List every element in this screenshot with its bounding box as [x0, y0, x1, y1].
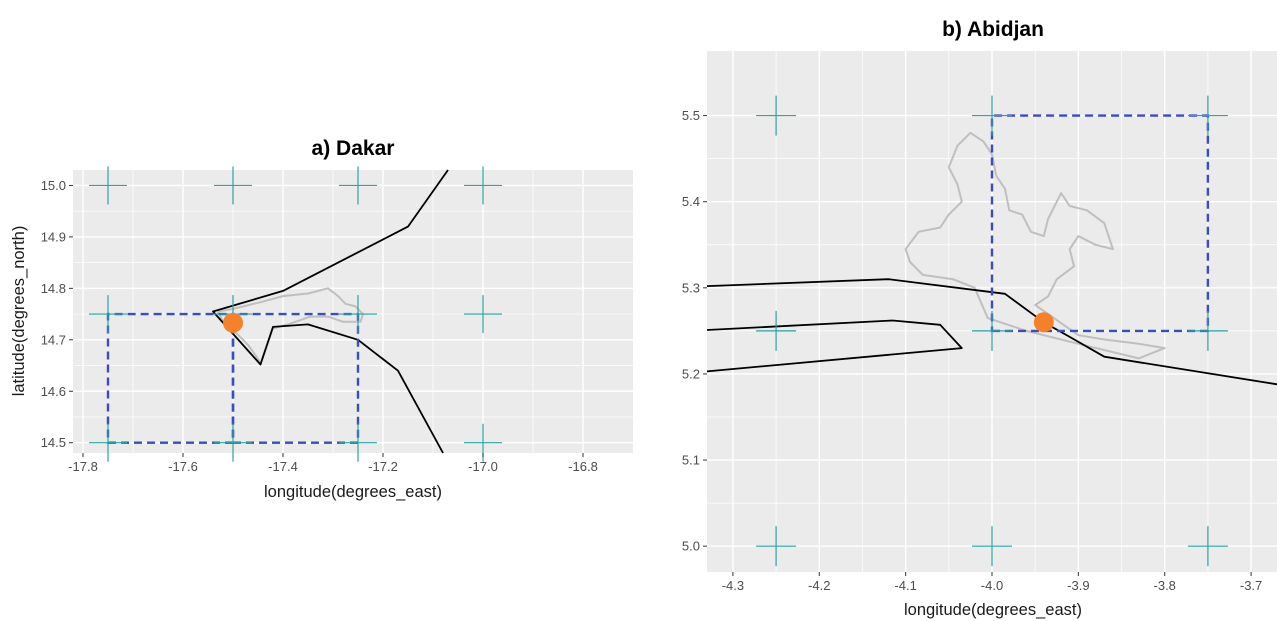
grid-point-cross: [972, 95, 1012, 136]
y-tick-label: 5.1: [682, 453, 700, 468]
grid-point-cross: [214, 166, 252, 205]
x-tick-label: -17.0: [468, 459, 498, 474]
x-axis-label: longitude(degrees_east): [904, 601, 1082, 619]
x-tick-label: -4.3: [722, 578, 744, 593]
grid-point-cross: [339, 423, 377, 462]
y-tick-label: 14.7: [41, 332, 66, 347]
city-outline: [904, 131, 1166, 360]
panel-title: b) Abidjan: [942, 18, 1044, 41]
y-tick-label: 15.0: [41, 178, 66, 193]
city-outline: [217, 287, 364, 364]
y-tick-label: 14.8: [41, 281, 66, 296]
x-tick-label: -3.9: [1067, 578, 1089, 593]
grid-point-cross: [89, 295, 127, 334]
y-tick-label: 5.3: [682, 280, 700, 295]
grid-point-cross: [756, 526, 797, 567]
city-point: [1033, 312, 1054, 333]
y-tick-label: 5.5: [682, 108, 700, 123]
grid-point-cross: [972, 526, 1012, 567]
city-point: [223, 312, 243, 333]
y-tick-label: 5.0: [682, 539, 700, 554]
x-tick-label: -4.0: [981, 578, 1003, 593]
y-tick-label: 5.4: [682, 194, 700, 209]
coastline: [706, 319, 963, 373]
panel-title: a) Dakar: [312, 137, 395, 160]
grid-point-cross: [89, 423, 127, 462]
grid-point-cross: [1187, 526, 1228, 567]
x-tick-label: -4.1: [894, 578, 916, 593]
grid-point-cross: [1187, 310, 1228, 351]
grid-point-cross: [464, 295, 502, 334]
x-axis-label: longitude(degrees_east): [264, 483, 442, 501]
x-tick-label: -17.2: [368, 459, 398, 474]
x-tick-label: -17.8: [68, 459, 98, 474]
y-tick-label: 14.6: [41, 384, 66, 399]
grid-point-cross: [972, 310, 1012, 351]
grid-point-cross: [464, 166, 502, 205]
grid-point-cross: [339, 166, 377, 205]
y-axis-label: latitude(degrees_north): [10, 226, 28, 397]
y-tick-label: 5.2: [682, 366, 700, 381]
y-tick-label: 14.9: [41, 229, 66, 244]
x-tick-label: -3.7: [1240, 578, 1262, 593]
grid-point-cross: [756, 310, 797, 351]
panel-abidjan: b) Abidjan -4.3 -4.2 -4.1 -4.0 -3.9 -3.8 -3.7 …: [682, 18, 1277, 619]
panel-dakar: a) Dakar -17.8 -17.6 -17.4 -17.2 -17.0 -16.8 …: [10, 137, 633, 501]
grid-point-cross: [756, 95, 797, 136]
grid-point-cross: [214, 423, 252, 462]
x-tick-label: -3.8: [1154, 578, 1176, 593]
grid-point-cross: [89, 166, 127, 205]
grid-point-cross: [339, 295, 377, 334]
coastline: [212, 169, 449, 454]
plot-area: [73, 170, 633, 453]
x-tick-label: -17.6: [168, 459, 198, 474]
grid-point-cross: [1187, 95, 1228, 136]
x-tick-label: -16.8: [568, 459, 598, 474]
y-tick-label: 14.5: [41, 435, 66, 450]
x-tick-label: -4.2: [808, 578, 830, 593]
x-tick-label: -17.4: [268, 459, 298, 474]
